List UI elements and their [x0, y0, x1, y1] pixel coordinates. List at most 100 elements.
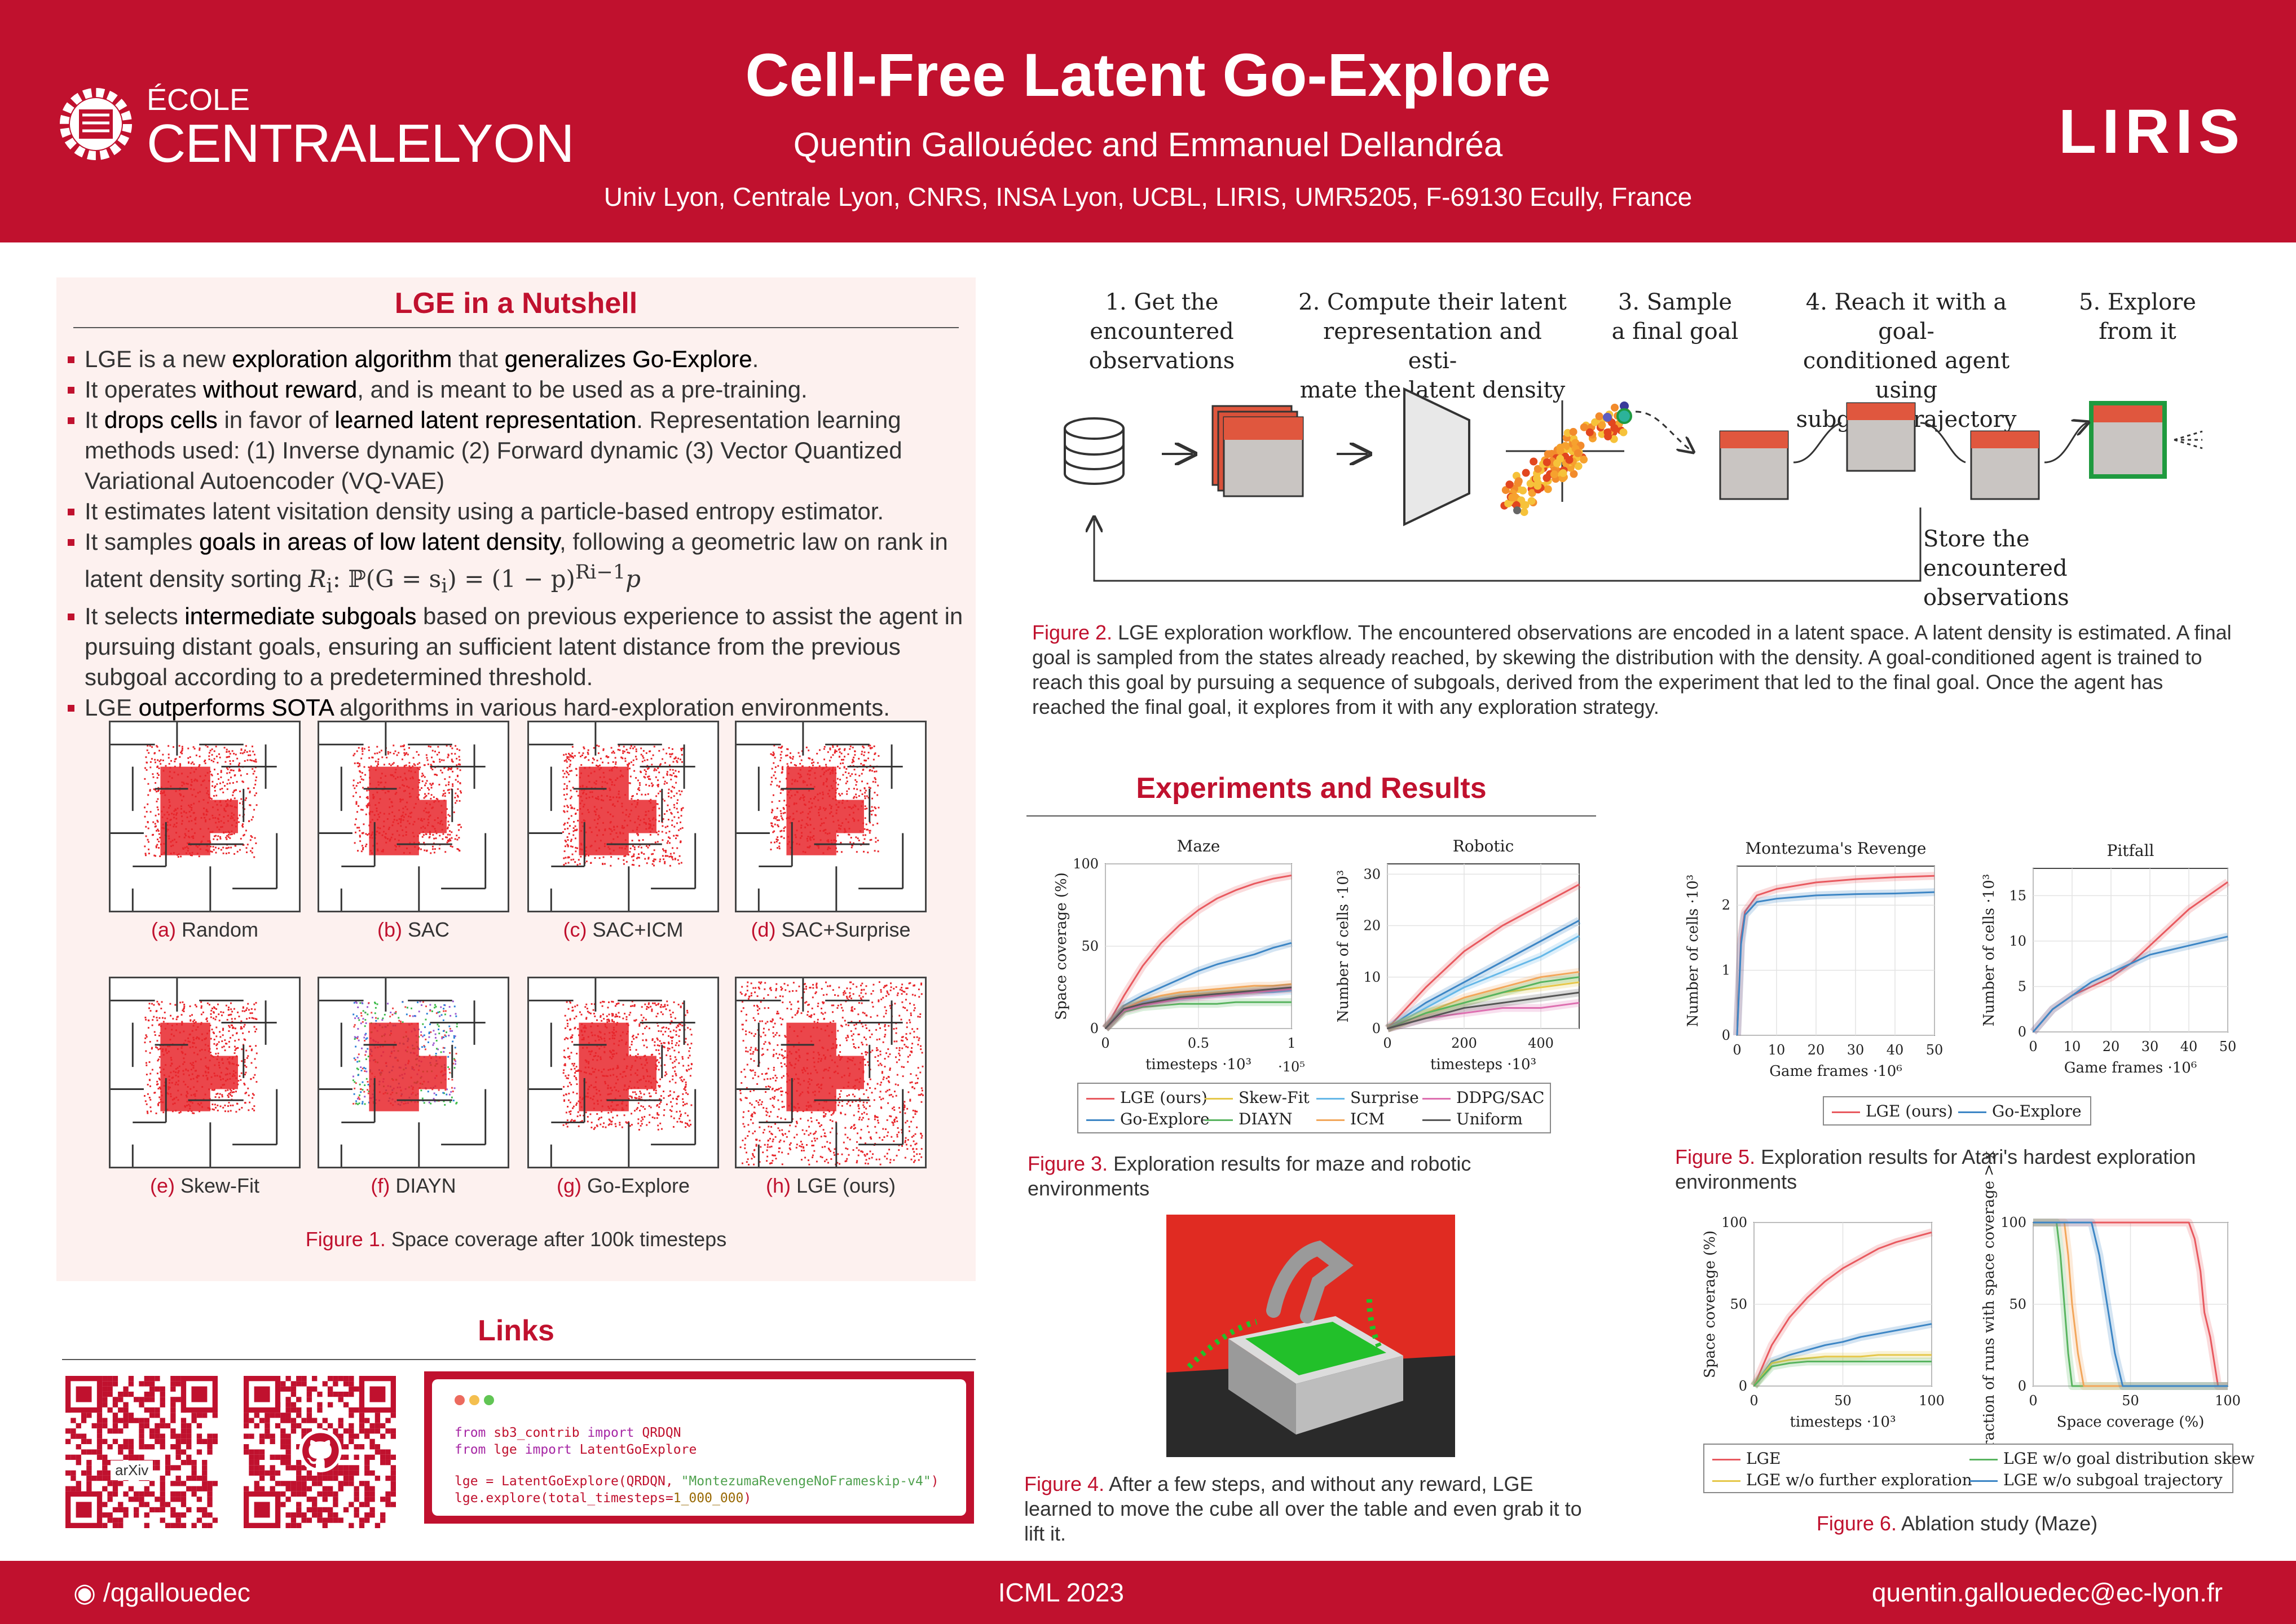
github-link[interactable]: ◉ /qgallouedec	[73, 1578, 250, 1607]
y-axis-label: Space coverage (%)	[1053, 872, 1070, 1020]
qr-pattern	[244, 1376, 396, 1528]
chart-1: 0 0.5 1 0 50 100 Maze timesteps ·10³ ·10⁵ Space c…	[1053, 837, 1305, 1075]
y-tick-label: 10	[1363, 969, 1381, 985]
x-tick-label: 0	[2029, 1039, 2037, 1054]
x-tick-label: 400	[1528, 1035, 1554, 1051]
experiments-title-rule	[1026, 815, 1596, 817]
x-tick-label: 20	[2103, 1039, 2120, 1054]
series-line-go-explore	[2032, 935, 2228, 1032]
chart-4: 0 10 20 30 40 50 0 5 10 15 Pitfall Game frames ·10⁶…	[1981, 841, 2236, 1076]
x-tick-label: 200	[1451, 1035, 1477, 1051]
chart-title: Pitfall	[2106, 841, 2154, 860]
x-axis-label: Space coverage (%)	[2057, 1414, 2205, 1431]
workflow-step-2: 2. Compute their latent representation an…	[1298, 289, 1567, 403]
x-tick-label: 30	[1847, 1042, 1865, 1058]
latent-scatter	[1500, 400, 1632, 517]
chart-title: Montezuma's Revenge	[1746, 839, 1927, 858]
y-tick-label: 20	[1363, 918, 1381, 934]
maze-sac	[318, 721, 509, 912]
y-tick-label: 5	[2018, 978, 2026, 994]
figure-6-caption: Figure 6. Ablation study (Maze)	[1816, 1512, 2098, 1535]
x-axis-multiplier: ·10⁵	[1278, 1059, 1305, 1075]
series-line-icm	[1104, 983, 1292, 1030]
series-line-go-explore	[1104, 942, 1292, 1029]
store-observations-label: Store the encountered observations	[1923, 526, 2069, 611]
series-line-ddpg-sac	[1104, 988, 1292, 1030]
ecole-centrale-lyon-logo: ÉCOLE CENTRALELYON	[56, 79, 574, 174]
y-tick-label: 10	[2009, 933, 2026, 949]
x-tick-label: 10	[2064, 1039, 2081, 1054]
workflow-step-5: 5. Explore from it	[2079, 289, 2196, 345]
workflow-step-1: 1. Get the encountered observations	[1088, 289, 1235, 374]
y-tick-label: 0	[1372, 1021, 1381, 1036]
series-line-lge-w-o-subgoal-trajectory	[2033, 1221, 2228, 1387]
code-snippet-box: from sb3_contrib import QRDQN from lge i…	[424, 1371, 974, 1524]
figure-1-caption: Figure 1. Space coverage after 100k time…	[305, 1228, 727, 1251]
series-line-lge-w-o-subgoal-trajectory	[1753, 1323, 1932, 1387]
series-line-uniform	[1104, 986, 1292, 1030]
code-snippet[interactable]: from sb3_contrib import QRDQN from lge i…	[432, 1379, 966, 1516]
figure-4-caption: Figure 4. After a few steps, and without…	[1024, 1472, 1582, 1545]
series-line-diayn	[1387, 976, 1580, 1030]
chart-6: 0 50 100 0 50 100 Space coverage (%) Fraction o…	[1981, 1151, 2241, 1458]
nutshell-title: LGE in a Nutshell	[394, 287, 638, 320]
bullet-1: LGE is a new exploration algorithm that …	[68, 344, 970, 374]
experiments-title: Experiments and Results	[1136, 772, 1487, 805]
x-tick-label: 0	[1101, 1035, 1109, 1051]
footer-band: ◉ /qgallouedec ICML 2023 quentin.galloue…	[0, 1561, 2296, 1624]
github-qr-code[interactable]	[244, 1376, 396, 1528]
email-link[interactable]: quentin.gallouedec@ec-lyon.fr	[1871, 1578, 2223, 1607]
x-tick-label: 40	[1887, 1042, 1904, 1058]
y-axis-label: Number of cells ·10³	[1981, 874, 1998, 1026]
workflow-diagram	[1064, 387, 2203, 582]
close-dot-icon	[455, 1395, 465, 1405]
nutshell-title-rule	[73, 327, 959, 328]
y-tick-label: 100	[2000, 1215, 2026, 1230]
logo-ecole-text: ÉCOLE	[147, 83, 250, 117]
poster-title: Cell-Free Latent Go-Explore	[745, 41, 1551, 109]
x-tick-label: 50	[2219, 1039, 2237, 1054]
agent-frames	[1719, 401, 2167, 500]
y-tick-label: 100	[1721, 1215, 1747, 1230]
series-line-lge	[2033, 1221, 2228, 1387]
series-line-surprise	[1387, 935, 1580, 1030]
figure-3-legend: LGE (ours) Go-Explore Skew-Fit DIAYN Sur…	[1077, 1083, 1551, 1133]
observation-stack	[1211, 405, 1304, 497]
encoder-trapezoid	[1403, 387, 1470, 527]
chart-3: 0 10 20 30 40 50 0 1 2 Montezuma's Revenge Game fr…	[1685, 839, 1943, 1080]
header-band: ÉCOLE CENTRALELYON Cell-Free Latent Go-E…	[0, 0, 2296, 242]
x-tick-label: 10	[1768, 1042, 1786, 1058]
x-tick-label: 1	[1287, 1035, 1295, 1051]
maze-diayn	[318, 977, 509, 1168]
maze-caption-7: (g) Go-Explore	[556, 1174, 690, 1197]
arxiv-qr-code[interactable]	[65, 1376, 218, 1528]
y-tick-label: 0	[2018, 1378, 2026, 1394]
x-axis-label: timesteps ·10³	[1790, 1414, 1896, 1431]
code-line-2: from lge import LatentGoExplore	[455, 1442, 697, 1457]
chart-2: 0 200 400 0 10 20 30 Robotic timesteps ·10³ Numbe…	[1335, 837, 1581, 1073]
x-axis-label: timesteps ·10³	[1145, 1056, 1251, 1073]
links-title: Links	[478, 1314, 554, 1347]
series-line-lge-ours-	[1104, 874, 1292, 1029]
figure-6-legend: LGE LGE w/o further exploration LGE w/o …	[1703, 1444, 2254, 1493]
y-tick-label: 2	[1722, 897, 1730, 913]
figure-2-caption: Figure 2. LGE exploration workflow. The …	[1032, 621, 2232, 718]
y-tick-label: 0	[1722, 1027, 1730, 1043]
maze-caption-2: (b) SAC	[377, 918, 450, 941]
y-tick-label: 50	[1730, 1296, 1747, 1312]
x-axis-label: timesteps ·10³	[1430, 1056, 1536, 1073]
y-axis-label: Space coverage (%)	[1702, 1230, 1718, 1378]
y-axis-label: Number of cells ·10³	[1335, 870, 1352, 1022]
y-axis-label: Number of cells ·10³	[1685, 875, 1702, 1027]
bullet-7: LGE outperforms SOTA algorithms in vario…	[68, 692, 970, 723]
x-tick-label: 50	[2122, 1393, 2139, 1409]
figure-5-legend: LGE (ours) Go-Explore	[1823, 1096, 2091, 1126]
y-tick-label: 50	[1081, 938, 1099, 954]
github-footer-icon: ◉	[73, 1578, 103, 1607]
maze-sac-surprise	[735, 721, 927, 912]
maze-caption-8: (h) LGE (ours)	[765, 1174, 896, 1197]
bullet-4: It estimates latent visitation density u…	[68, 496, 970, 527]
x-tick-label: 0	[1383, 1035, 1391, 1051]
x-tick-label: 50	[1926, 1042, 1944, 1058]
links-title-rule	[62, 1359, 976, 1360]
